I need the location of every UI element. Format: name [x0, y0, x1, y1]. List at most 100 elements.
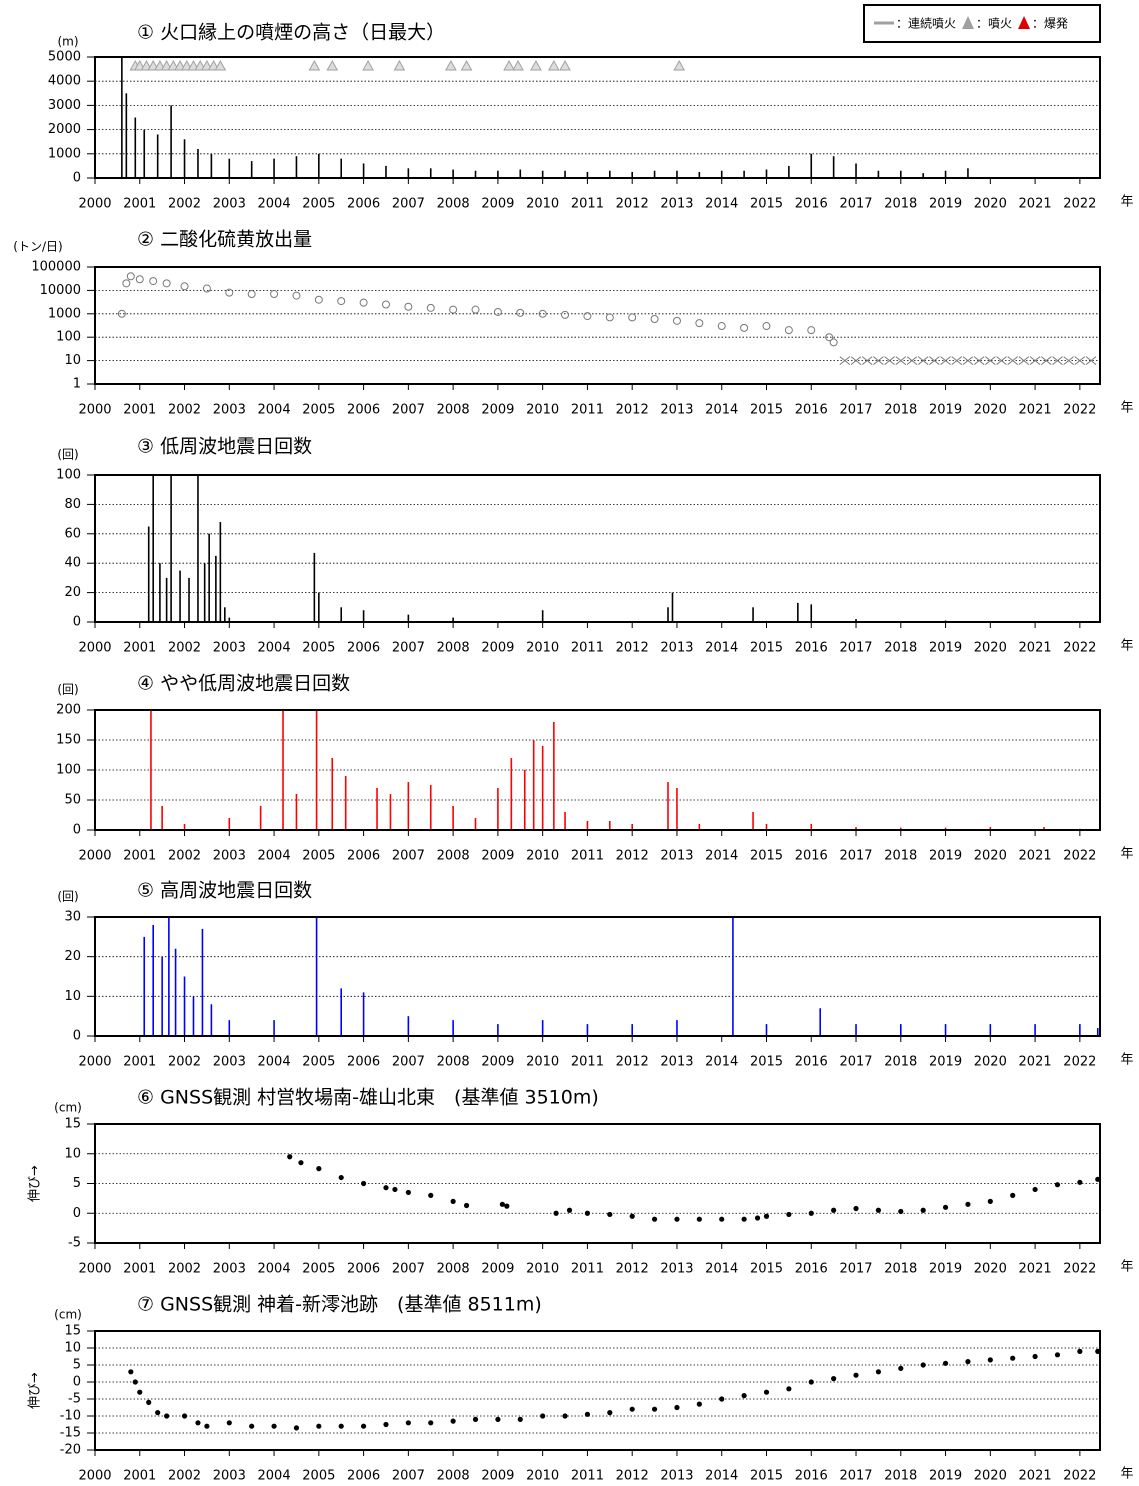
y-tick-label: 100	[56, 330, 81, 345]
legend-label: ：爆発	[1032, 17, 1068, 31]
x-tick-label: 2012	[616, 1262, 649, 1277]
point	[540, 1413, 546, 1419]
point	[719, 1216, 725, 1222]
point	[973, 356, 985, 365]
point	[875, 1369, 882, 1375]
y-tick-label: 5	[73, 1176, 81, 1191]
x-tick-label: 2006	[347, 403, 380, 418]
point	[404, 302, 413, 311]
point	[463, 1202, 470, 1209]
x-tick-label: 2021	[1019, 403, 1052, 418]
x-tick-label: 2000	[78, 403, 111, 418]
point	[499, 1201, 505, 1207]
x-tick-label: 2014	[705, 1469, 738, 1484]
chart-title: ③ 低周波地震日回数	[137, 436, 312, 458]
x-tick-label: 2022	[1063, 1262, 1096, 1277]
point	[825, 333, 834, 342]
x-tick-label: 2007	[392, 1469, 425, 1484]
y-tick-label: 2000	[48, 122, 81, 137]
point	[226, 1420, 232, 1426]
x-tick-label: 2001	[123, 1262, 156, 1277]
x-tick-label: 2003	[213, 403, 246, 418]
point	[584, 1411, 591, 1417]
x-tick-label: 2021	[1019, 1469, 1052, 1484]
x-tick-label: 2012	[616, 403, 649, 418]
x-tick-label: 2017	[839, 1055, 872, 1070]
point	[316, 1423, 322, 1429]
x-tick-label: 2020	[974, 849, 1007, 864]
x-tick-label: 2001	[123, 1055, 156, 1070]
point	[786, 1386, 792, 1392]
point	[164, 1413, 170, 1419]
point	[449, 305, 458, 314]
x-tick-label: 2022	[1063, 403, 1096, 418]
x-tick-label: 2011	[571, 849, 604, 864]
x-tick-label: 2019	[929, 1262, 962, 1277]
x-tick-label: 2011	[571, 1469, 604, 1484]
x-tick-label: 2020	[974, 197, 1007, 212]
point	[426, 303, 435, 312]
y-axis-label: 伸び→	[28, 1165, 43, 1202]
y-tick-label: 10	[64, 1146, 81, 1161]
x-tick-label: 2001	[123, 641, 156, 656]
point	[314, 295, 323, 304]
x-tick-label: 2012	[616, 849, 649, 864]
point	[696, 1216, 702, 1222]
x-tick-label: 2004	[258, 197, 291, 212]
point	[405, 1189, 411, 1196]
point	[674, 1216, 680, 1222]
x-tick-label: 2010	[526, 1262, 559, 1277]
point	[128, 1369, 134, 1375]
x-tick-label: 2019	[929, 403, 962, 418]
x-tick-label: 2009	[481, 1469, 514, 1484]
point	[807, 326, 816, 335]
y-tick-label: 1000	[48, 146, 81, 161]
x-tick-label: 2005	[302, 197, 335, 212]
eruption-marker	[362, 59, 374, 71]
x-tick-label: 2017	[839, 849, 872, 864]
x-tick-label: 2006	[347, 641, 380, 656]
point	[695, 319, 704, 328]
x-tick-label: 2002	[168, 1469, 201, 1484]
point	[132, 1379, 138, 1385]
x-tick-label: 2005	[302, 1469, 335, 1484]
y-tick-label: 0	[73, 1375, 81, 1390]
x-tick-label: 2009	[481, 1262, 514, 1277]
point	[719, 1396, 725, 1402]
point	[204, 1423, 210, 1429]
x-tick-label: 2009	[481, 403, 514, 418]
y-tick-label: 1	[73, 377, 81, 392]
point	[696, 1401, 702, 1407]
x-unit: 年	[1120, 847, 1133, 862]
point	[672, 316, 681, 325]
y-unit: (回)	[57, 448, 78, 462]
x-tick-label: 2007	[392, 641, 425, 656]
x-tick-label: 2017	[839, 403, 872, 418]
x-tick-label: 2002	[168, 1055, 201, 1070]
x-tick-label: 2001	[123, 197, 156, 212]
point	[117, 309, 126, 318]
x-tick-label: 2018	[884, 1055, 917, 1070]
x-tick-label: 2022	[1063, 1055, 1096, 1070]
x-tick-label: 2010	[526, 197, 559, 212]
point	[360, 1180, 367, 1187]
x-tick-label: 2011	[571, 1055, 604, 1070]
y-tick-label: 0	[73, 1206, 81, 1221]
point	[583, 312, 592, 321]
x-tick-label: 2008	[437, 641, 470, 656]
x-tick-label: 2013	[660, 1469, 693, 1484]
point	[450, 1198, 456, 1204]
x-tick-label: 2005	[302, 1055, 335, 1070]
y-tick-label: 10	[64, 353, 81, 368]
x-tick-label: 2008	[437, 1055, 470, 1070]
point	[628, 313, 637, 322]
x-tick-label: 2006	[347, 1469, 380, 1484]
point	[965, 1201, 971, 1207]
point	[763, 1389, 770, 1395]
x-tick-label: 2014	[705, 1055, 738, 1070]
point	[392, 1186, 398, 1193]
point	[504, 1203, 510, 1209]
point	[271, 1423, 277, 1429]
x-tick-label: 2008	[437, 403, 470, 418]
